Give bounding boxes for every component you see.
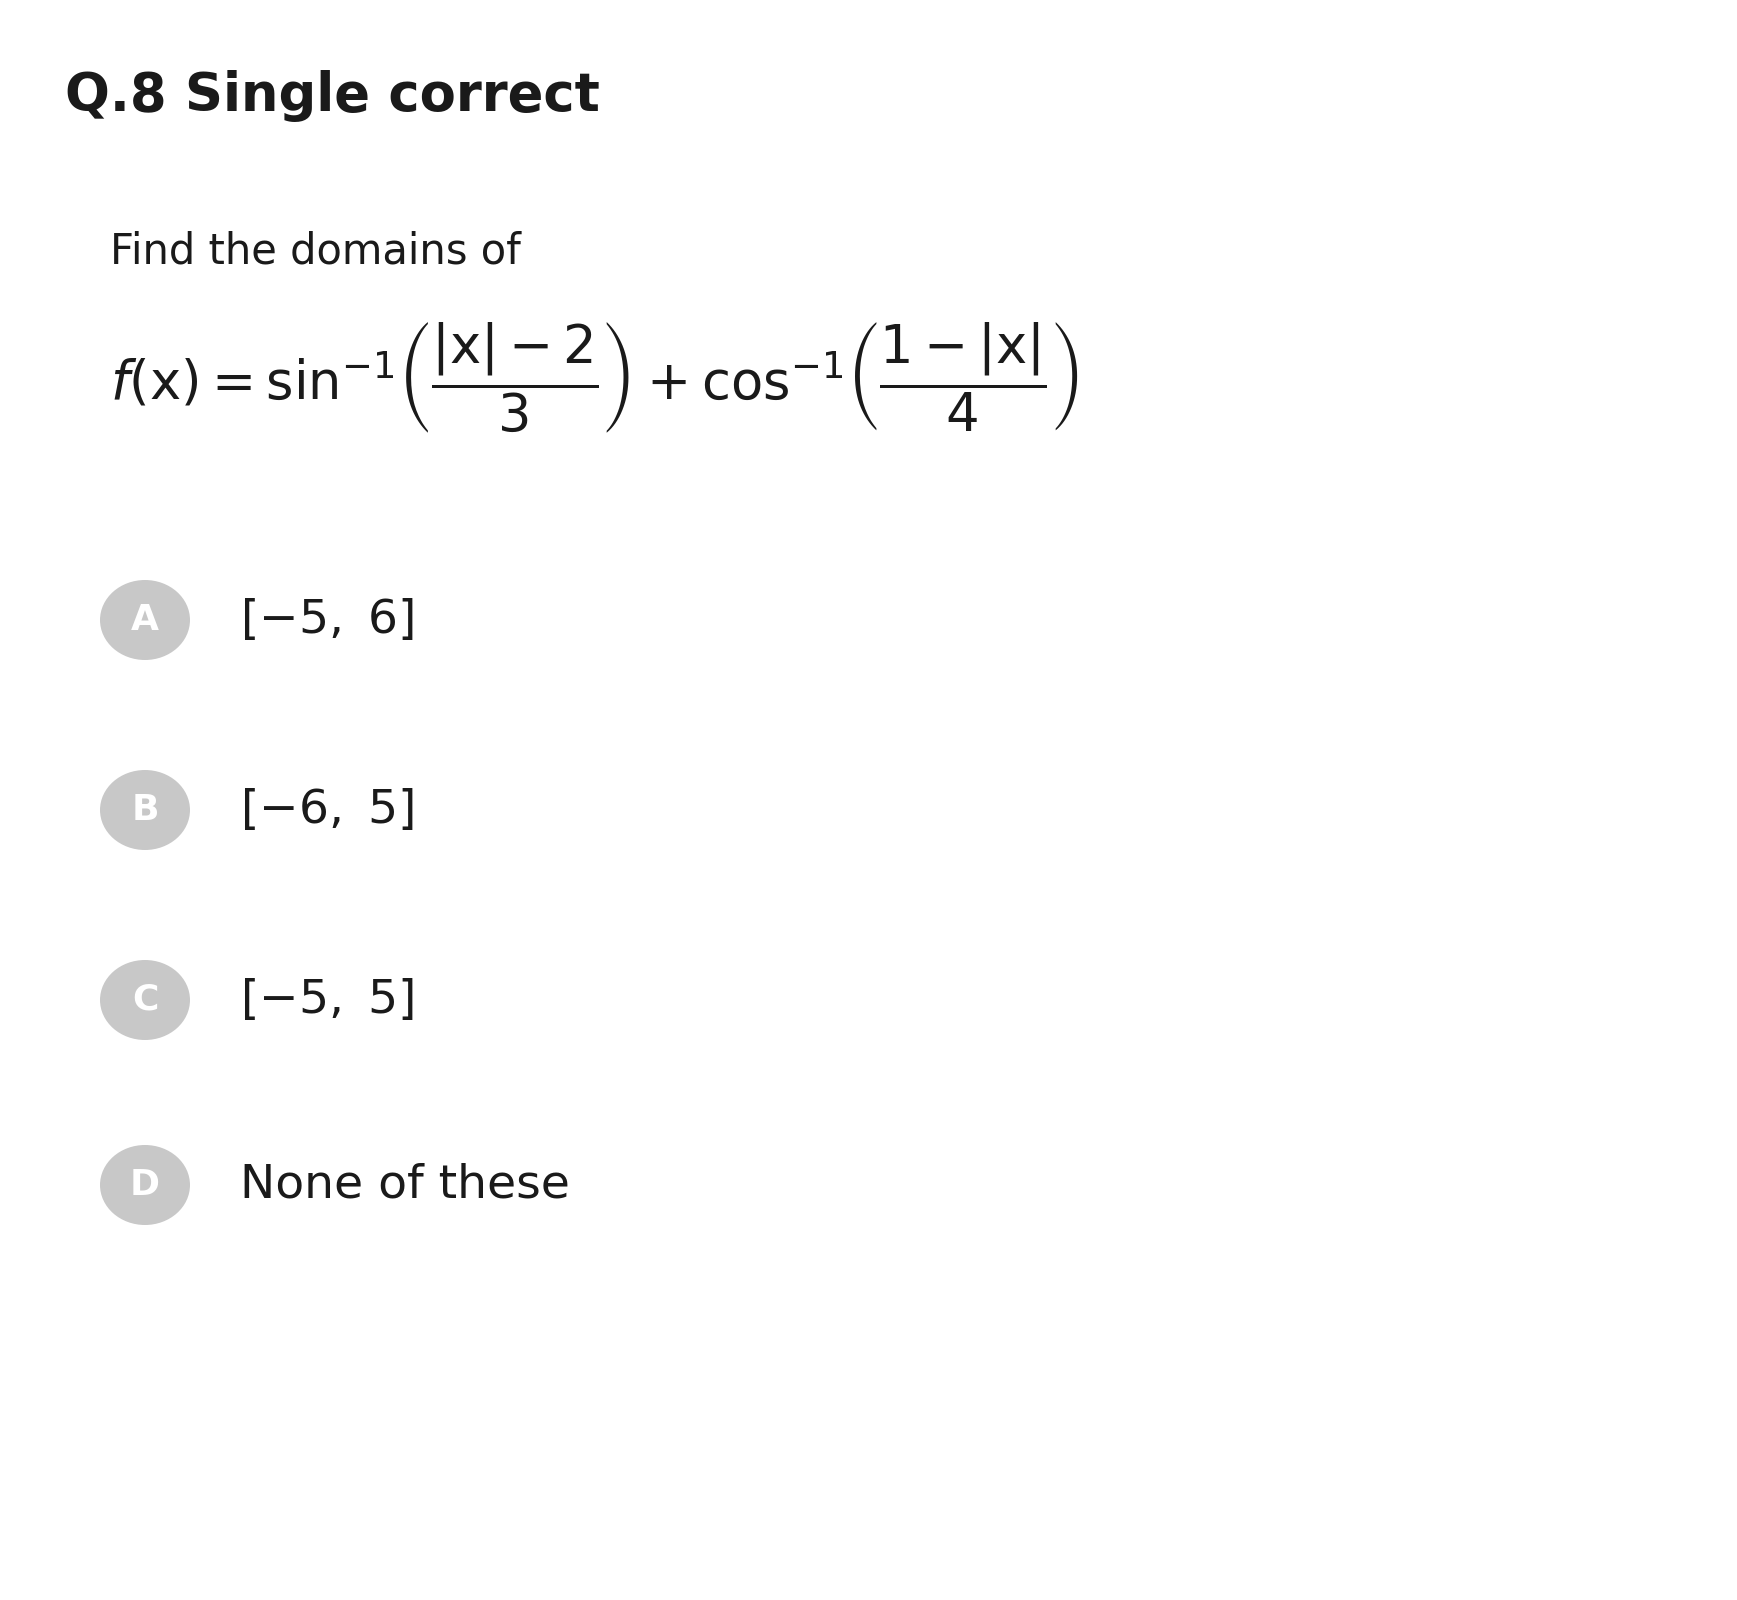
Ellipse shape <box>101 579 189 659</box>
Text: D: D <box>130 1168 160 1202</box>
Ellipse shape <box>101 770 189 850</box>
Text: Q.8 Single correct: Q.8 Single correct <box>64 70 599 122</box>
Text: $f(\mathrm{x}) = \sin^{-1}\!\left(\dfrac{|\mathrm{x}| - 2}{3}\right) + \cos^{-1}: $f(\mathrm{x}) = \sin^{-1}\!\left(\dfrac… <box>109 320 1079 435</box>
Text: B: B <box>132 794 158 827</box>
Text: $[{-5},\ 6]$: $[{-5},\ 6]$ <box>240 597 413 643</box>
Text: $[{-5},\ 5]$: $[{-5},\ 5]$ <box>240 978 413 1022</box>
Text: C: C <box>132 982 158 1018</box>
Text: None of these: None of these <box>240 1163 570 1208</box>
Text: A: A <box>130 603 160 637</box>
Text: $[{-6},\ 5]$: $[{-6},\ 5]$ <box>240 787 413 834</box>
Ellipse shape <box>101 1146 189 1226</box>
Ellipse shape <box>101 960 189 1040</box>
Text: Find the domains of: Find the domains of <box>109 230 521 272</box>
